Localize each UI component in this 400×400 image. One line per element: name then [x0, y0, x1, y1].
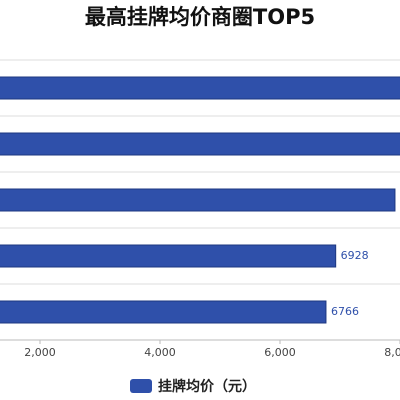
chart-title: 最高挂牌均价商圈TOP5: [85, 5, 315, 29]
value-label: 6766: [331, 305, 359, 318]
bar: [0, 188, 396, 212]
legend-swatch: [130, 379, 152, 393]
bar: [0, 300, 327, 324]
bar: [0, 244, 337, 268]
value-label: 6928: [341, 249, 369, 262]
x-tick-label: 6,000: [264, 346, 296, 359]
legend-label: 挂牌均价（元）: [158, 378, 256, 395]
x-tick-label: 8,000: [384, 346, 400, 359]
x-tick-label: 2,000: [24, 346, 56, 359]
x-tick-label: 4,000: [144, 346, 176, 359]
bar: [0, 132, 400, 156]
bar: [0, 76, 400, 100]
